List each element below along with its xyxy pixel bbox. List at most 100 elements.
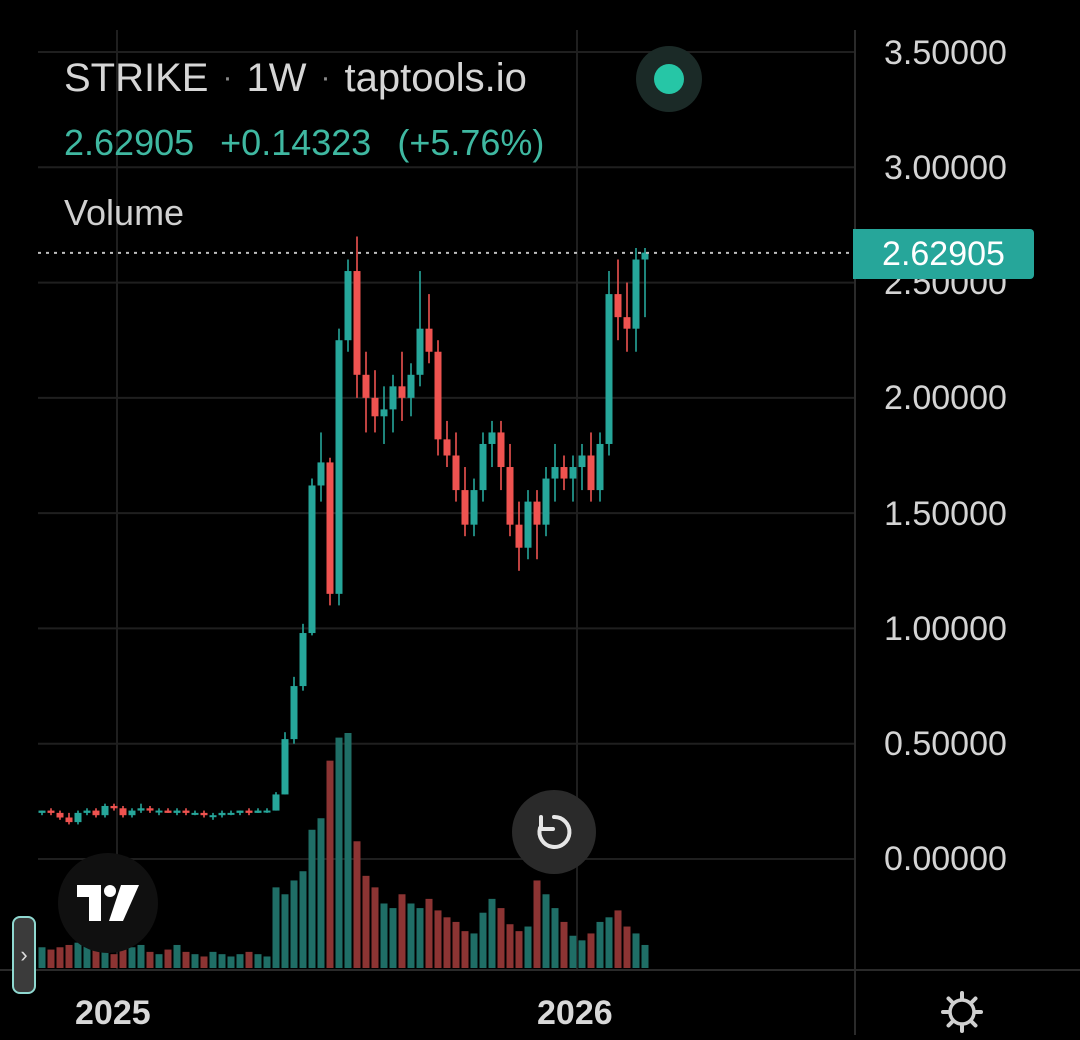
candle-body [479, 443, 487, 491]
y-tick: 3.00000 [884, 149, 1007, 187]
volume-bar [272, 887, 280, 968]
candle-body [605, 294, 613, 444]
candle-body [524, 501, 532, 548]
volume-bar [605, 917, 613, 968]
volume-bar [362, 875, 370, 968]
volume-bar [236, 954, 244, 968]
market-status-indicator[interactable] [636, 46, 702, 112]
tradingview-logo-glyph [77, 885, 139, 921]
candle-body [434, 351, 442, 440]
candle-body [74, 812, 82, 823]
y-tick: 3.50000 [884, 34, 1007, 72]
volume-bar [218, 954, 226, 968]
volume-bar [470, 933, 478, 968]
candle-body [146, 808, 154, 811]
candle-body [398, 386, 406, 398]
candle-body [56, 812, 64, 818]
separator-dot: · [222, 61, 233, 94]
volume-bar [245, 951, 253, 968]
quote-row: 2.62905 +0.14323 (+5.76%) [64, 122, 560, 164]
expand-panel-button[interactable]: › [12, 916, 36, 994]
volume-bars [38, 733, 649, 968]
volume-bar [209, 951, 217, 968]
candle-body [299, 633, 307, 687]
volume-bar [371, 887, 379, 968]
candle-body [461, 490, 469, 525]
y-tick: 1.50000 [884, 495, 1007, 533]
candle-body [551, 467, 559, 479]
volume-bar [479, 912, 487, 968]
volume-bar [200, 956, 208, 968]
volume-bar [587, 933, 595, 968]
candle-body [83, 810, 91, 813]
x-tick: 2026 [537, 994, 613, 1032]
volume-bar [506, 924, 514, 968]
x-tick: 2025 [75, 994, 151, 1032]
volume-bar [569, 935, 577, 968]
candle-body [641, 252, 649, 260]
volume-bar [92, 949, 100, 968]
candle-body [245, 810, 253, 813]
candle-body [317, 462, 325, 486]
candle-body [209, 815, 217, 818]
separator-dot: · [320, 61, 331, 94]
candle-body [533, 501, 541, 525]
volume-indicator-label[interactable]: Volume [64, 192, 185, 233]
volume-bar [137, 944, 145, 968]
candle-body [173, 810, 181, 813]
candle-body [128, 810, 136, 816]
volume-bar [416, 908, 424, 968]
volume-bar [380, 903, 388, 968]
candle-body [389, 386, 397, 410]
volume-bar [227, 956, 235, 968]
volume-bar [281, 894, 289, 968]
candle-body [227, 812, 235, 815]
gear-icon[interactable] [940, 990, 984, 1034]
candle-body [218, 812, 226, 816]
candle-body [632, 259, 640, 329]
candle-body [38, 810, 46, 813]
volume-bar [191, 954, 199, 968]
volume-bar [56, 947, 64, 968]
volume-bar [497, 908, 505, 968]
volume-bar [308, 829, 316, 968]
volume-bar [173, 944, 181, 968]
volume-bar [515, 931, 523, 968]
title-row: STRIKE · 1W · taptools.io [64, 52, 527, 104]
volume-bar [542, 894, 550, 968]
candle-body [191, 812, 199, 815]
candle-body [326, 462, 334, 594]
volume-bar [407, 903, 415, 968]
candle-body [137, 808, 145, 811]
reset-chart-button[interactable] [512, 790, 596, 874]
y-tick: 0.00000 [884, 840, 1007, 878]
candle-body [488, 432, 496, 444]
volume-bar [452, 921, 460, 968]
volume-bar [155, 954, 163, 968]
candle-body [263, 810, 271, 813]
candle-body [272, 794, 280, 811]
candle-body [614, 294, 622, 318]
volume-bar [398, 894, 406, 968]
candle-body [569, 467, 577, 479]
reset-icon [537, 814, 572, 849]
tradingview-logo-icon[interactable] [58, 853, 158, 953]
volume-bar [335, 737, 343, 968]
y-tick: 1.00000 [884, 610, 1007, 648]
candle-body [362, 374, 370, 398]
candle-body [578, 455, 586, 468]
volume-bar [560, 921, 568, 968]
symbol-label[interactable]: STRIKE [64, 55, 209, 100]
volume-bar [623, 926, 631, 968]
interval-label[interactable]: 1W [246, 55, 307, 100]
volume-bar [596, 921, 604, 968]
chevron-right-icon: › [20, 942, 28, 967]
volume-bar [164, 949, 172, 968]
candle-body [497, 432, 505, 468]
candle-body [281, 739, 289, 795]
volume-bar [146, 951, 154, 968]
candle-body [92, 810, 100, 816]
volume-bar [533, 880, 541, 968]
